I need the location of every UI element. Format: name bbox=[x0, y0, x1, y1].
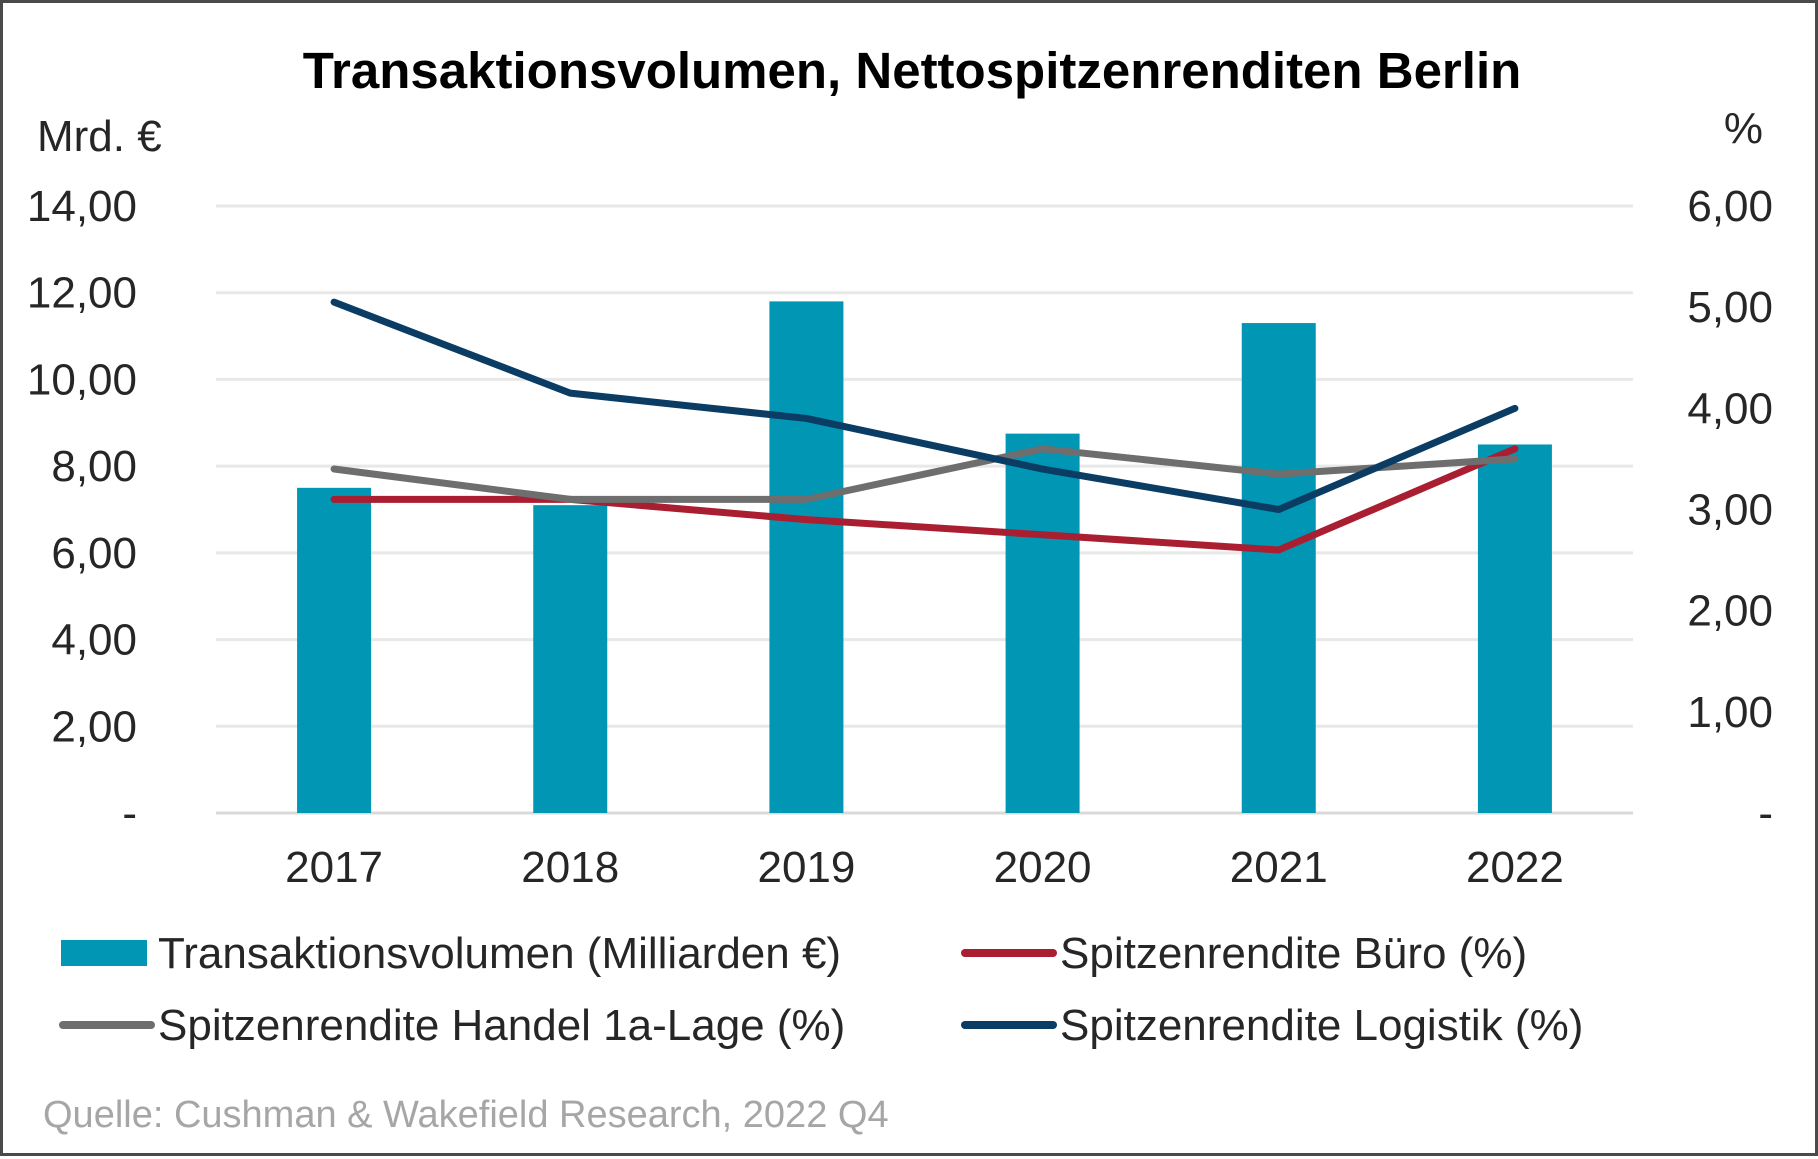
left-tick-label: - bbox=[122, 789, 137, 838]
source-note: Quelle: Cushman & Wakefield Research, 20… bbox=[43, 1094, 889, 1136]
chart-title: Transaktionsvolumen, Nettospitzenrendite… bbox=[303, 42, 1522, 99]
right-axis-ticks: - 1,00 2,00 3,00 4,00 5,00 6,00 bbox=[1687, 182, 1773, 838]
left-tick-label: 6,00 bbox=[51, 529, 137, 578]
left-tick-label: 2,00 bbox=[51, 702, 137, 751]
right-tick-label: 2,00 bbox=[1687, 587, 1773, 636]
bar bbox=[1477, 444, 1552, 813]
series-line bbox=[330, 298, 1519, 513]
x-tick-label: 2022 bbox=[1466, 843, 1564, 892]
right-tick-label: 3,00 bbox=[1687, 486, 1773, 535]
left-tick-label: 12,00 bbox=[27, 269, 137, 318]
right-tick-label: - bbox=[1758, 789, 1773, 838]
left-tick-label: 8,00 bbox=[51, 442, 137, 491]
right-tick-label: 1,00 bbox=[1687, 688, 1773, 737]
right-axis-unit: % bbox=[1724, 104, 1763, 153]
legend: Transaktionsvolumen (Milliarden €) Spitze… bbox=[59, 929, 1583, 1050]
bar bbox=[1241, 323, 1316, 813]
right-tick-label: 4,00 bbox=[1687, 384, 1773, 433]
bar bbox=[297, 487, 372, 813]
right-tick-label: 6,00 bbox=[1687, 182, 1773, 231]
bar bbox=[533, 505, 608, 813]
series-line bbox=[330, 445, 1519, 503]
chart: Transaktionsvolumen, Nettospitzenrendite… bbox=[27, 42, 1773, 1136]
x-tick-label: 2021 bbox=[1230, 843, 1328, 892]
legend-label: Spitzenrendite Handel 1a-Lage (%) bbox=[158, 1001, 845, 1050]
x-tick-label: 2018 bbox=[521, 843, 619, 892]
legend-swatch bbox=[61, 940, 147, 966]
left-tick-label: 10,00 bbox=[27, 355, 137, 404]
bar bbox=[1005, 433, 1080, 813]
left-tick-label: 4,00 bbox=[51, 616, 137, 665]
bar bbox=[769, 301, 844, 813]
legend-label: Transaktionsvolumen (Milliarden €) bbox=[158, 929, 841, 978]
x-axis-ticks: 2017 2018 2019 2020 2021 2022 bbox=[285, 843, 1564, 892]
x-tick-label: 2019 bbox=[757, 843, 855, 892]
legend-label: Spitzenrendite Büro (%) bbox=[1060, 929, 1527, 978]
right-tick-label: 5,00 bbox=[1687, 283, 1773, 332]
left-axis-unit: Mrd. € bbox=[37, 112, 162, 161]
x-tick-label: 2020 bbox=[994, 843, 1092, 892]
bar-series bbox=[297, 301, 1552, 813]
line-series bbox=[330, 298, 1519, 554]
left-axis-ticks: - 2,00 4,00 6,00 8,00 10,00 12,00 14,00 bbox=[27, 182, 137, 838]
series-line bbox=[330, 445, 1519, 554]
left-tick-label: 14,00 bbox=[27, 182, 137, 231]
legend-label: Spitzenrendite Logistik (%) bbox=[1060, 1001, 1583, 1050]
x-tick-label: 2017 bbox=[285, 843, 383, 892]
gridlines bbox=[216, 204, 1633, 815]
